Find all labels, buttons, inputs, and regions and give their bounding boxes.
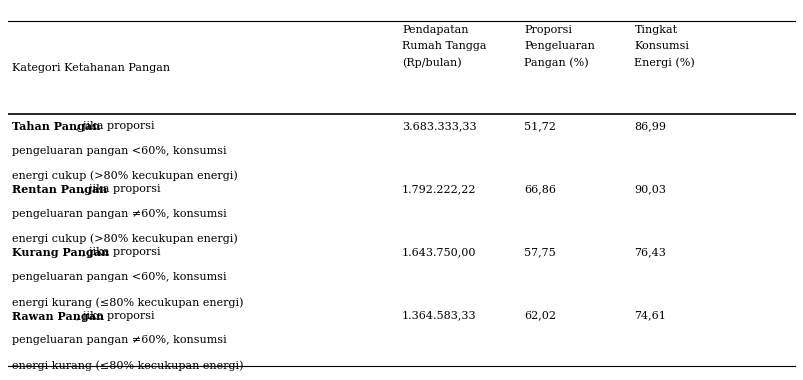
Text: Pengeluaran: Pengeluaran: [524, 41, 594, 51]
Text: 86,99: 86,99: [634, 121, 666, 131]
Text: Tahan Pangan: Tahan Pangan: [12, 121, 100, 132]
Text: energi cukup (>80% kecukupan energi): energi cukup (>80% kecukupan energi): [12, 171, 238, 181]
Text: Konsumsi: Konsumsi: [634, 41, 689, 51]
Text: , jika proporsi: , jika proporsi: [76, 121, 155, 131]
Text: 1.364.583,33: 1.364.583,33: [402, 310, 476, 321]
Text: Kategori Ketahanan Pangan: Kategori Ketahanan Pangan: [12, 63, 170, 73]
Text: Tingkat: Tingkat: [634, 25, 677, 35]
Text: 62,02: 62,02: [524, 310, 556, 321]
Text: Energi (%): Energi (%): [634, 58, 695, 68]
Text: pengeluaran pangan <60%, konsumsi: pengeluaran pangan <60%, konsumsi: [12, 272, 226, 282]
Text: 57,75: 57,75: [524, 247, 555, 257]
Text: 76,43: 76,43: [634, 247, 666, 257]
Text: 3.683.333,33: 3.683.333,33: [402, 121, 476, 131]
Text: 74,61: 74,61: [634, 310, 666, 321]
Text: Rumah Tangga: Rumah Tangga: [402, 41, 486, 51]
Text: 51,72: 51,72: [524, 121, 556, 131]
Text: , jika proporsi: , jika proporsi: [82, 184, 160, 194]
Text: Pangan (%): Pangan (%): [524, 58, 588, 68]
Text: pengeluaran pangan ≠60%, konsumsi: pengeluaran pangan ≠60%, konsumsi: [12, 209, 226, 219]
Text: Rentan Pangan: Rentan Pangan: [12, 184, 108, 195]
Text: 1.792.222,22: 1.792.222,22: [402, 184, 476, 194]
Text: pengeluaran pangan <60%, konsumsi: pengeluaran pangan <60%, konsumsi: [12, 146, 226, 156]
Text: 66,86: 66,86: [524, 184, 556, 194]
Text: 1.643.750,00: 1.643.750,00: [402, 247, 476, 257]
Text: , jika proporsi: , jika proporsi: [82, 247, 160, 257]
Text: pengeluaran pangan ≠60%, konsumsi: pengeluaran pangan ≠60%, konsumsi: [12, 336, 226, 345]
Text: energi kurang (≤80% kecukupan energi): energi kurang (≤80% kecukupan energi): [12, 297, 243, 307]
Text: (Rp/bulan): (Rp/bulan): [402, 58, 461, 68]
Text: Proporsi: Proporsi: [524, 25, 572, 35]
Text: 90,03: 90,03: [634, 184, 666, 194]
Text: Pendapatan: Pendapatan: [402, 25, 468, 35]
Text: energi cukup (>80% kecukupan energi): energi cukup (>80% kecukupan energi): [12, 234, 238, 244]
Text: Rawan Pangan: Rawan Pangan: [12, 310, 104, 321]
Text: energi kurang (≤80% kecukupan energi): energi kurang (≤80% kecukupan energi): [12, 360, 243, 371]
Text: , jika proporsi: , jika proporsi: [76, 310, 155, 321]
Text: Kurang Pangan: Kurang Pangan: [12, 247, 109, 258]
